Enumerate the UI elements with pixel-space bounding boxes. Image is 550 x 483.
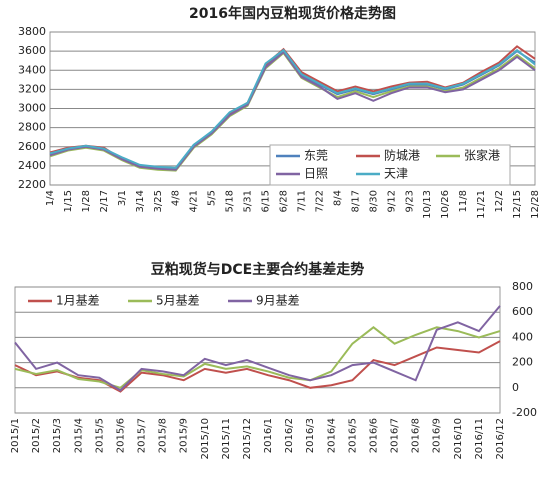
x-tick-label: 5/5 [207, 190, 218, 206]
x-tick-label: 1/15 [63, 190, 74, 212]
x-tick-label: 9/12 [386, 190, 397, 212]
x-tick-label: 2016/10 [453, 418, 464, 460]
x-tick-label: 2/17 [99, 190, 110, 212]
chart-title: 2016年国内豆粕现货价格走势图 [189, 5, 396, 22]
x-tick-label: 12/15 [512, 190, 523, 219]
x-tick-label: 2016/2 [284, 418, 295, 453]
y-tick-label: 3000 [18, 102, 46, 115]
series-line [14, 326, 501, 389]
x-tick-label: 10/26 [440, 190, 451, 219]
x-tick-label: 2015/9 [179, 418, 190, 453]
x-tick-label: 2016/9 [432, 418, 443, 453]
series-line [49, 50, 536, 171]
legend-label: 1月基差 [56, 294, 100, 308]
x-tick-label: 3/14 [135, 190, 146, 212]
y-tick-label: -200 [512, 406, 537, 419]
y-tick-label: 3600 [18, 44, 46, 57]
x-tick-label: 3/1 [117, 190, 128, 206]
x-tick-label: 10/13 [422, 190, 433, 219]
x-tick-label: 1/4 [45, 190, 56, 206]
x-tick-label: 6/28 [279, 190, 290, 212]
y-tick-label: 2600 [18, 140, 46, 153]
x-tick-label: 2015/1 [10, 418, 21, 453]
y-tick-label: 3800 [18, 25, 46, 38]
chart-title: 豆粕现货与DCE主要合约基差走势 [151, 261, 364, 278]
legend-label: 9月基差 [256, 294, 300, 308]
legend-label: 天津 [384, 167, 408, 181]
series-line [14, 305, 501, 392]
x-tick-label: 2015/10 [200, 418, 211, 460]
series-line [14, 340, 501, 393]
y-tick-label: 400 [512, 330, 533, 343]
x-tick-label: 3/25 [153, 190, 164, 212]
x-tick-label: 2015/12 [242, 418, 253, 460]
x-tick-label: 12/28 [530, 190, 541, 219]
y-tick-label: 2800 [18, 121, 46, 134]
x-tick-label: 8/17 [350, 190, 361, 212]
x-tick-label: 6/15 [261, 190, 272, 212]
y-tick-label: 2200 [18, 178, 46, 191]
x-tick-label: 2016/3 [305, 418, 316, 453]
legend-box [22, 290, 322, 308]
x-tick-label: 11/21 [476, 190, 487, 219]
x-tick-label: 2015/8 [158, 418, 169, 453]
x-tick-label: 2016/4 [326, 418, 337, 453]
legend-label: 张家港 [464, 148, 500, 163]
x-tick-label: 5/31 [243, 190, 254, 212]
y-tick-label: 800 [512, 280, 533, 293]
x-tick-label: 2015/11 [221, 418, 232, 460]
x-tick-label: 2016/5 [347, 418, 358, 453]
x-tick-label: 11/8 [458, 190, 469, 212]
x-tick-label: 2015/5 [94, 418, 105, 453]
x-tick-label: 2016/12 [495, 418, 506, 460]
x-tick-label: 1/28 [81, 190, 92, 212]
y-tick-label: 600 [512, 305, 533, 318]
x-tick-label: 7/22 [314, 190, 325, 212]
x-tick-label: 4/8 [171, 190, 182, 206]
legend-label: 防城港 [384, 148, 420, 163]
x-tick-label: 2016/1 [263, 418, 274, 453]
x-tick-label: 2016/7 [390, 418, 401, 453]
x-tick-label: 2016/11 [474, 418, 485, 460]
y-tick-label: 3200 [18, 82, 46, 95]
x-tick-label: 4/21 [189, 190, 200, 212]
y-tick-label: 0 [512, 381, 519, 394]
x-tick-label: 8/30 [368, 190, 379, 212]
y-tick-label: 3400 [18, 63, 46, 76]
legend-label: 东莞 [304, 149, 328, 163]
x-tick-label: 2015/7 [137, 418, 148, 453]
x-tick-label: 9/23 [404, 190, 415, 212]
x-tick-label: 2015/3 [52, 418, 63, 453]
x-tick-label: 2016/8 [411, 418, 422, 453]
series-line [49, 48, 536, 169]
y-tick-label: 200 [512, 356, 533, 369]
legend-box [269, 144, 511, 186]
legend-label: 日照 [304, 167, 328, 181]
x-tick-label: 2016/6 [368, 418, 379, 453]
y-tick-label: 2400 [18, 159, 46, 172]
legend-label: 5月基差 [156, 294, 200, 308]
x-tick-label: 7/11 [296, 190, 307, 212]
x-tick-label: 2015/6 [115, 418, 126, 453]
x-tick-label: 2015/4 [73, 418, 84, 453]
x-tick-label: 2015/2 [31, 418, 42, 453]
x-tick-label: 5/18 [225, 190, 236, 212]
x-tick-label: 12/2 [494, 190, 505, 212]
x-tick-label: 8/4 [332, 190, 343, 206]
